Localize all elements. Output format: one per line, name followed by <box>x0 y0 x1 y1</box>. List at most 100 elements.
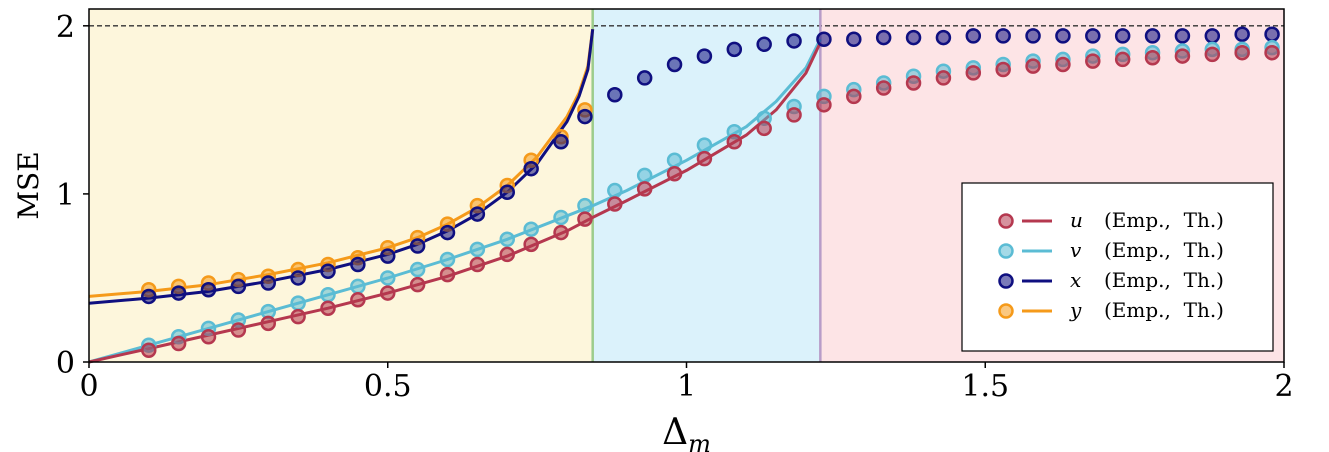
point-x <box>290 270 306 286</box>
x-tick-label: 1 <box>677 369 696 404</box>
point-x <box>409 238 426 254</box>
point-x <box>523 160 539 177</box>
point-x <box>905 29 922 46</box>
x-tick-label: 1.5 <box>961 369 1009 404</box>
point-u <box>935 70 952 86</box>
point-x <box>935 29 952 46</box>
point-u <box>230 322 247 338</box>
point-v <box>499 231 515 248</box>
legend: u (Emp., Th.) v (Emp., Th.) x (Emp., Th.) y (Em… <box>961 182 1274 352</box>
point-v <box>290 295 306 311</box>
legend-symbol-y: y <box>1069 298 1082 322</box>
empirical-series-u <box>141 44 1280 358</box>
axis-ticks: 0 0.5 1 1.5 2 0 1 2 <box>56 10 1294 404</box>
legend-box <box>961 182 1274 352</box>
point-x <box>995 28 1011 44</box>
x-axis-label: Δm <box>662 412 711 452</box>
point-u <box>756 120 772 137</box>
point-x <box>320 263 336 279</box>
point-u <box>200 329 217 345</box>
point-u <box>577 211 593 227</box>
point-u <box>696 150 713 167</box>
point-u <box>260 315 276 332</box>
point-u <box>350 292 366 308</box>
point-u <box>1264 44 1280 61</box>
point-x <box>726 41 743 58</box>
point-u <box>320 300 336 316</box>
point-u <box>1174 48 1191 64</box>
legend-entry-x: x (Emp., Th.) <box>998 268 1224 292</box>
point-x <box>230 278 247 295</box>
region-0 <box>89 9 593 362</box>
point-v <box>607 182 623 199</box>
point-x <box>696 48 713 64</box>
point-v <box>439 251 456 268</box>
point-u <box>1055 56 1071 73</box>
legend-marker-v <box>998 243 1014 259</box>
point-u <box>553 224 569 241</box>
point-u <box>290 308 306 325</box>
point-x <box>786 33 802 49</box>
legend-symbol-x: x <box>1070 268 1081 292</box>
legend-symbol-u: u <box>1070 208 1083 232</box>
point-u <box>666 165 683 182</box>
point-x <box>666 56 683 73</box>
point-v <box>409 261 426 278</box>
empirical-series-x <box>141 26 1280 305</box>
point-x <box>1114 28 1131 44</box>
point-u <box>1114 51 1131 68</box>
point-x <box>553 134 569 150</box>
point-u <box>1085 53 1101 69</box>
point-x <box>965 28 982 44</box>
point-x <box>577 108 593 125</box>
point-u <box>439 266 456 283</box>
legend-label-v: (Emp., Th.) <box>1104 238 1224 262</box>
point-u <box>786 107 802 123</box>
legend-marker-u <box>998 213 1014 229</box>
point-x <box>200 281 217 298</box>
point-x <box>1204 28 1221 44</box>
legend-label-x: (Emp., Th.) <box>1104 268 1224 292</box>
point-x <box>1085 28 1101 44</box>
point-x <box>260 275 276 291</box>
point-x <box>380 248 396 264</box>
point-v <box>636 167 653 184</box>
point-v <box>696 137 713 153</box>
point-x <box>141 288 157 305</box>
point-x <box>636 70 653 86</box>
point-u <box>170 335 187 352</box>
point-x <box>1174 28 1191 44</box>
point-v <box>469 241 486 258</box>
x-tick-label: 0 <box>79 369 98 404</box>
point-x <box>1055 28 1071 44</box>
point-u <box>1204 46 1221 63</box>
point-u <box>965 65 982 81</box>
point-u <box>1144 49 1161 66</box>
point-x <box>875 29 892 46</box>
legend-entry-y: y (Emp., Th.) <box>998 298 1224 322</box>
reference-lines <box>89 9 1284 362</box>
point-u <box>875 80 892 96</box>
point-v <box>523 221 539 237</box>
legend-entry-v: v (Emp., Th.) <box>998 238 1224 262</box>
point-u <box>905 75 922 91</box>
x-tick-label: 2 <box>1274 369 1293 404</box>
point-x <box>607 86 623 103</box>
point-u <box>499 246 515 263</box>
point-x <box>170 285 187 301</box>
empirical-points <box>141 26 1280 358</box>
point-u <box>141 342 157 358</box>
point-v <box>577 197 593 214</box>
legend-label-y: (Emp., Th.) <box>1104 298 1224 322</box>
point-x <box>1025 28 1041 44</box>
point-v <box>320 287 336 303</box>
point-u <box>1234 44 1250 61</box>
point-x <box>1234 26 1250 42</box>
point-u <box>726 134 743 150</box>
point-x <box>756 36 772 53</box>
point-v <box>666 152 683 169</box>
legend-symbol-v: v <box>1070 238 1082 262</box>
point-v <box>380 270 396 286</box>
legend-label-u: (Emp., Th.) <box>1104 208 1224 232</box>
point-u <box>816 97 832 113</box>
